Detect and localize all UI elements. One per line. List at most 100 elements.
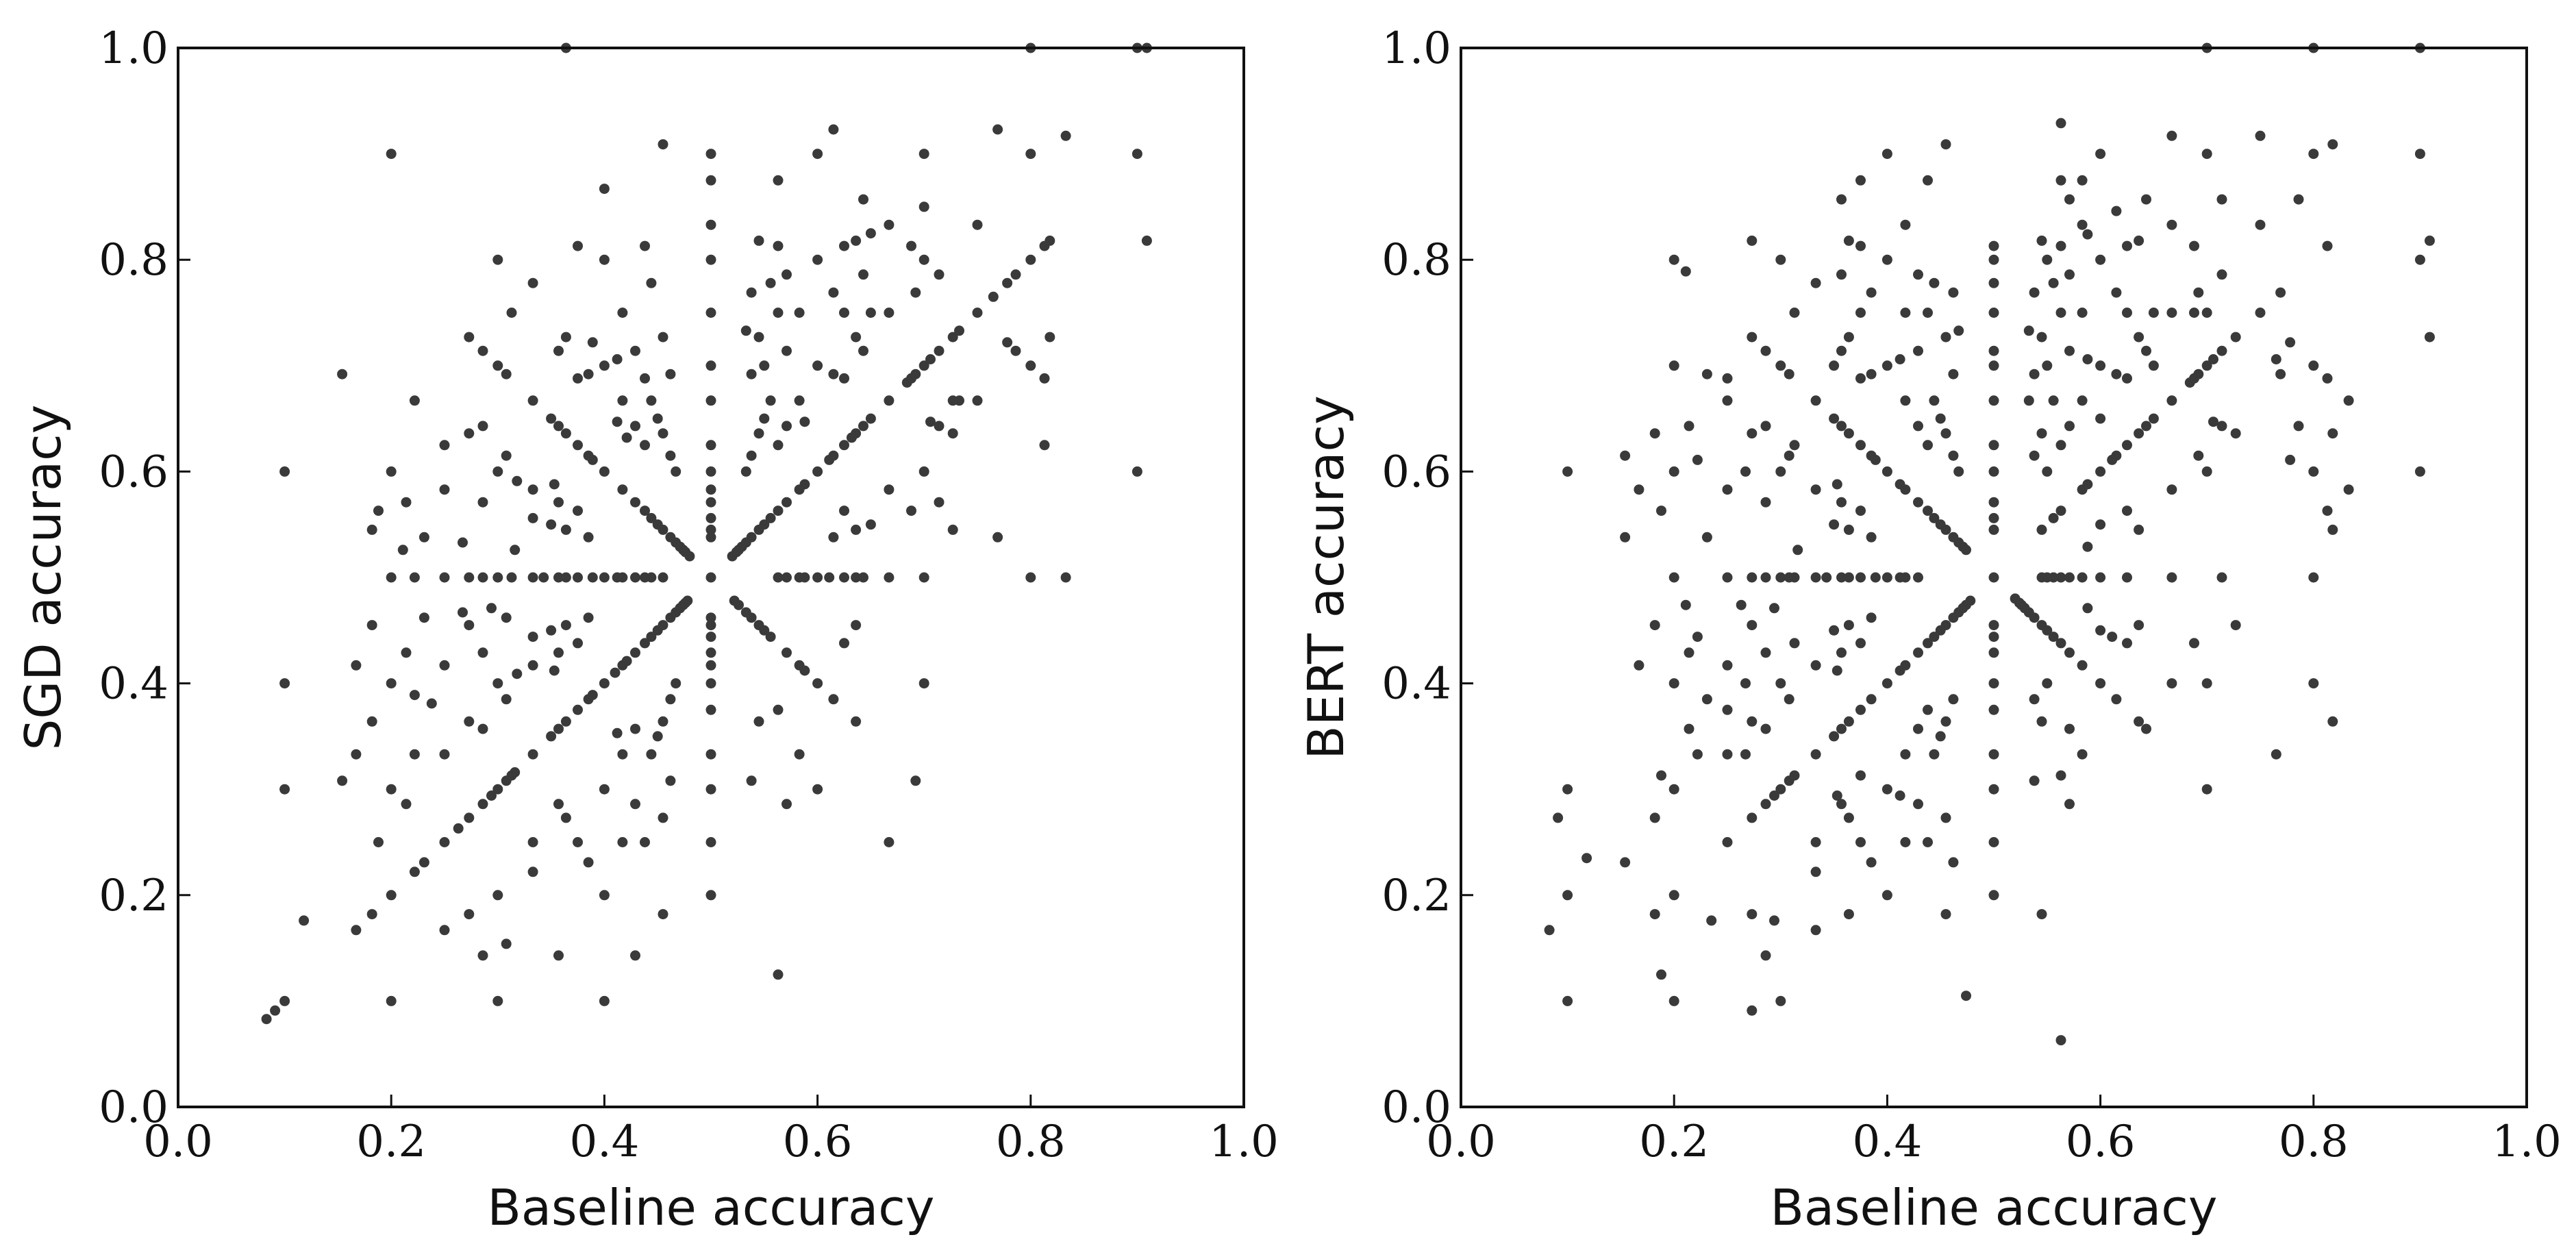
sgd-scatter-points: [261, 42, 1152, 1025]
bert-data-point: [1692, 454, 1703, 465]
bert-data-point: [2285, 337, 2296, 348]
sgd-data-point: [501, 369, 512, 379]
sgd-data-point: [492, 572, 503, 583]
bert-data-point: [1701, 369, 1712, 379]
sgd-data-point: [812, 784, 823, 795]
sgd-data-point: [560, 812, 571, 823]
sgd-data-point: [705, 484, 716, 495]
sgd-data-point: [658, 139, 668, 150]
bert-data-point: [1836, 799, 1847, 810]
bert-data-point: [2055, 308, 2066, 318]
sgd-data-point: [373, 506, 384, 516]
sgd-data-point: [781, 799, 792, 810]
sgd-data-point: [418, 857, 429, 868]
sgd-data-point: [1039, 373, 1050, 384]
bert-data-point: [1900, 572, 1911, 583]
sgd-data-point: [746, 369, 757, 379]
bert-data-point: [1988, 254, 1999, 265]
bert-data-point: [2122, 506, 2132, 516]
bert-data-point: [1829, 519, 1840, 530]
bert-y-tick-label: 0.6: [1381, 447, 1451, 497]
sgd-data-point: [705, 149, 716, 160]
sgd-data-point: [560, 524, 571, 535]
bert-data-point: [1668, 678, 1679, 689]
sgd-data-point: [458, 607, 468, 618]
sgd-data-point: [812, 360, 823, 371]
bert-data-point: [1656, 770, 1666, 781]
bert-data-point: [1769, 790, 1779, 801]
sgd-data-point: [705, 440, 716, 451]
bert-data-point: [1843, 572, 1854, 583]
sgd-data-point: [573, 240, 583, 251]
bert-data-point: [2122, 440, 2132, 451]
sgd-data-point: [705, 678, 716, 689]
sgd-data-point: [409, 395, 420, 406]
bert-data-point: [1680, 266, 1691, 277]
bert-data-point: [1940, 524, 1951, 535]
bert-data-point: [1881, 149, 1892, 160]
bert-data-point: [2208, 416, 2218, 427]
bert-data-point: [2064, 345, 2075, 356]
bert-data-point: [1881, 360, 1892, 371]
sgd-data-point: [671, 678, 681, 689]
sgd-data-point: [401, 497, 412, 508]
bert-data-point: [2271, 354, 2281, 364]
sgd-data-point: [910, 287, 921, 298]
sgd-data-point: [458, 537, 468, 548]
sgd-data-point: [527, 512, 538, 523]
bert-data-point: [2111, 450, 2122, 461]
sgd-data-point: [439, 572, 450, 583]
sgd-data-point: [839, 638, 849, 649]
sgd-data-point: [587, 337, 598, 348]
bert-data-point: [2064, 269, 2075, 280]
sgd-data-point: [705, 395, 716, 406]
sgd-data-point: [934, 345, 945, 356]
sgd-data-point: [553, 421, 564, 432]
sgd-y-tick-label: 0.6: [99, 447, 168, 497]
bert-data-point: [1747, 716, 1758, 727]
sgd-data-point: [599, 890, 610, 901]
bert-data-point: [2029, 369, 2040, 379]
sgd-data-point: [527, 867, 538, 877]
bert-data-point: [1775, 572, 1786, 583]
bert-data-point: [2077, 660, 2088, 671]
sgd-data-point: [486, 790, 497, 801]
sgd-data-point: [746, 532, 757, 543]
sgd-data-point: [851, 428, 862, 439]
bert-data-point: [2134, 235, 2144, 246]
bert-data-point: [1821, 572, 1832, 583]
sgd-data-point: [553, 950, 564, 961]
bert-data-point: [2029, 450, 2040, 461]
sgd-data-point: [418, 532, 429, 543]
sgd-data-point: [351, 925, 362, 936]
sgd-data-point: [828, 124, 839, 135]
bert-data-point: [2055, 240, 2066, 251]
bert-data-point: [1649, 428, 1660, 439]
bert-x-tick-label: 0.6: [2066, 1117, 2136, 1167]
bert-data-point: [1881, 572, 1892, 583]
sgd-data-point: [947, 428, 958, 439]
sgd-x-tick-label: 0.0: [143, 1117, 213, 1167]
bert-data-point: [1913, 269, 1923, 280]
sgd-data-point: [401, 799, 412, 810]
bert-data-point: [2308, 572, 2319, 583]
sgd-data-point: [910, 775, 921, 786]
bert-data-point: [1843, 332, 1854, 342]
sgd-data-point: [773, 175, 784, 186]
bert-data-point: [1829, 360, 1840, 371]
sgd-data-point: [640, 373, 650, 384]
sgd-data-point: [501, 938, 512, 949]
sgd-data-point: [705, 254, 716, 265]
sgd-data-point: [527, 837, 538, 847]
bert-data-point: [1760, 723, 1771, 734]
sgd-data-point: [740, 325, 751, 336]
sgd-data-point: [477, 647, 488, 658]
bert-data-point: [1988, 345, 1999, 356]
sgd-data-point: [492, 254, 503, 265]
bert-data-point: [1923, 837, 1933, 847]
sgd-data-point: [501, 694, 512, 705]
sgd-data-point: [464, 812, 475, 823]
bert-data-point: [1900, 395, 1911, 406]
bert-data-point: [2077, 219, 2088, 230]
bert-data-point: [1881, 466, 1892, 477]
